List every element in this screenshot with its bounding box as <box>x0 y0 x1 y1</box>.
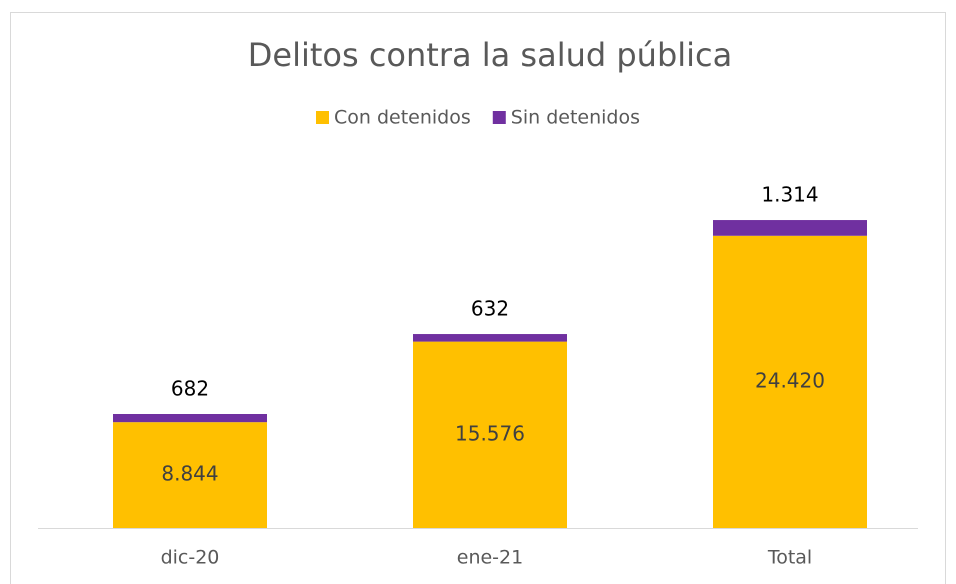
bar-segment <box>113 422 267 528</box>
x-tick-label: ene-21 <box>457 547 523 569</box>
data-label: 8.844 <box>161 462 218 486</box>
data-label: 15.576 <box>455 421 525 445</box>
legend-label: Sin detenidos <box>511 107 640 129</box>
bar-segment <box>713 220 867 236</box>
x-tick-label: dic-20 <box>161 547 220 569</box>
data-label: 632 <box>471 297 509 321</box>
data-label: 682 <box>171 377 209 401</box>
legend-swatch <box>492 111 506 124</box>
x-tick-label: Total <box>767 547 812 569</box>
bar-segment <box>113 414 267 423</box>
bar-segment <box>413 334 567 342</box>
legend-label: Con detenidos <box>334 107 471 129</box>
data-label: 24.420 <box>755 368 825 392</box>
legend-swatch <box>316 111 329 124</box>
chart-title: Delitos contra la salud pública <box>248 36 733 74</box>
bar-segment <box>413 341 567 528</box>
data-label: 1.314 <box>761 183 818 207</box>
bar-segment <box>713 235 867 529</box>
